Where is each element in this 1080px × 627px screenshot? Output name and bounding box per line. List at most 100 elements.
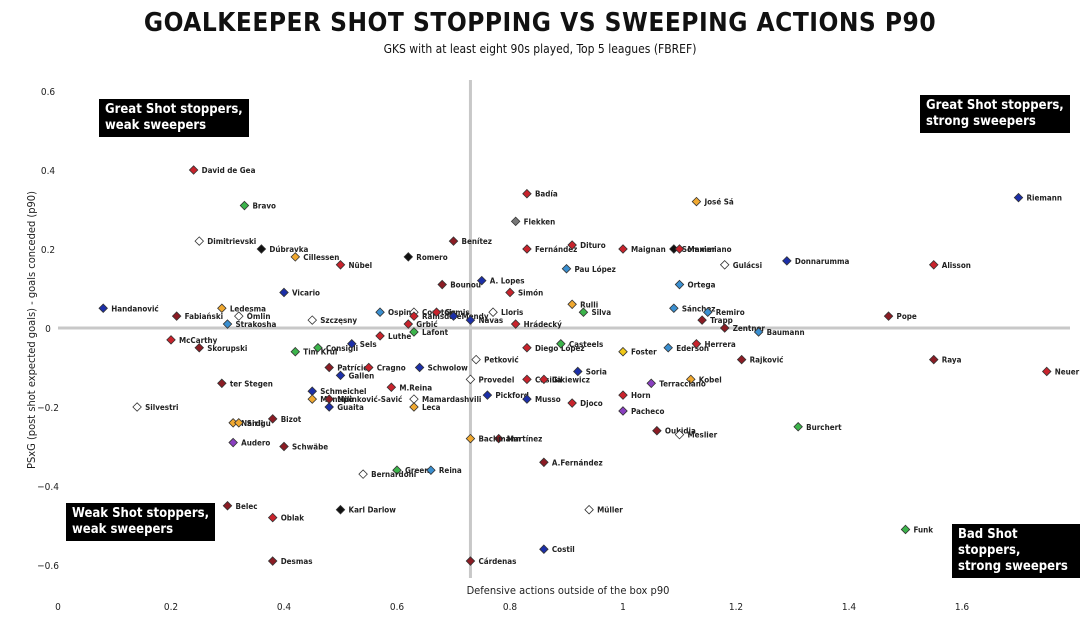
data-point-label: Lafont <box>422 328 449 337</box>
data-point-label: Cillessen <box>303 253 339 262</box>
data-point <box>188 165 199 175</box>
data-point-label: Fernández <box>535 245 577 254</box>
data-point-label: Schwolow <box>428 364 469 373</box>
chart-subtitle: GKS with at least eight 90s played, Top … <box>383 42 697 56</box>
data-point-label: Bounou <box>450 281 481 290</box>
data-point-label: Djoco <box>580 399 603 408</box>
data-point <box>217 378 227 389</box>
data-point <box>98 303 108 314</box>
data-point <box>217 303 227 314</box>
data-point <box>335 370 346 381</box>
data-point <box>171 311 182 321</box>
data-point <box>691 339 702 349</box>
data-point <box>222 319 233 329</box>
data-point <box>1013 192 1024 203</box>
data-point <box>674 429 685 440</box>
data-point-label: Maignan <box>631 245 666 254</box>
data-point <box>414 362 425 373</box>
data-point-label: Petković <box>484 355 519 365</box>
data-point-label: Gikiewicz <box>552 375 590 384</box>
data-point <box>618 244 628 254</box>
data-point <box>375 331 385 341</box>
data-point <box>618 406 628 416</box>
data-point-label: Bravo <box>252 202 276 211</box>
data-point-label: Müller <box>597 506 623 515</box>
data-point <box>476 275 487 286</box>
data-point-label: Leca <box>422 403 441 412</box>
quadrant-label-bottom-left: Weak Shot stoppers, weak sweepers <box>66 503 216 541</box>
data-point-label: Maximiano <box>688 245 732 254</box>
data-point <box>290 252 301 262</box>
data-point-label: Sels <box>360 340 377 349</box>
data-point-label: Sirigu <box>247 419 271 428</box>
x-tick-label: 0.2 <box>164 602 178 613</box>
data-point <box>928 354 939 365</box>
data-point <box>324 402 334 412</box>
data-point <box>132 402 142 412</box>
data-point-label: Dimitrievski <box>207 237 256 246</box>
data-point <box>471 354 481 365</box>
data-point <box>313 342 323 353</box>
data-point-label: McCarthy <box>179 336 218 345</box>
data-point-label: Szczęsny <box>320 316 357 325</box>
data-point <box>228 437 238 448</box>
data-point <box>522 394 532 404</box>
data-point-label: Oblak <box>281 514 305 523</box>
data-point <box>736 354 747 365</box>
y-axis-label: PSxG (post shot expected goals) - goals … <box>25 191 38 469</box>
data-point <box>437 279 447 290</box>
data-point-label: Kobel <box>699 375 722 384</box>
data-point-label: Donnarumma <box>795 257 850 266</box>
data-point <box>488 307 498 317</box>
data-point <box>465 315 476 325</box>
data-point-label: Nübel <box>349 261 373 270</box>
data-point <box>782 256 792 266</box>
data-point-label: Fabiański <box>185 312 223 321</box>
x-tick-label: 0.8 <box>503 602 518 613</box>
data-point <box>883 311 894 321</box>
x-tick-label: 0 <box>55 602 61 613</box>
data-point-label: Skorupski <box>207 344 247 353</box>
data-point <box>510 216 521 227</box>
data-point-label: Benítez <box>462 237 492 246</box>
data-point <box>584 504 594 515</box>
data-point <box>702 307 713 317</box>
data-point-label: Hrádecký <box>524 320 563 329</box>
data-point-label: Herrera <box>704 340 735 349</box>
data-point-label: Simón <box>518 287 543 297</box>
data-point <box>375 307 385 317</box>
data-point-label: Montipò <box>320 394 353 404</box>
data-point <box>431 307 442 317</box>
data-point <box>279 441 289 452</box>
data-point <box>539 457 549 468</box>
data-point-label: Alisson <box>942 261 971 270</box>
data-point <box>403 252 414 262</box>
y-tick-label: 0.2 <box>41 245 55 256</box>
data-point <box>510 319 521 329</box>
data-point <box>358 469 368 479</box>
data-point <box>663 342 673 353</box>
data-point <box>522 374 532 385</box>
data-point-label: Schwäbe <box>292 443 328 452</box>
data-point-label: Martínez <box>507 435 543 444</box>
data-point <box>279 287 289 298</box>
data-point <box>652 425 662 436</box>
data-point <box>493 433 504 444</box>
data-point-label: Funk <box>914 525 934 534</box>
data-point-label: Provedel <box>478 375 514 384</box>
data-point <box>1041 366 1052 377</box>
data-point-label: Bizot <box>281 415 302 424</box>
data-point <box>928 260 939 270</box>
data-point <box>674 244 685 254</box>
data-point <box>686 374 696 385</box>
data-point-label: Gulácsi <box>733 261 762 270</box>
x-axis-label: Defensive actions outside of the box p90 <box>467 584 670 597</box>
data-point-label: Zentner <box>733 324 766 333</box>
data-point <box>267 556 278 566</box>
data-point-label: Ederson <box>676 344 709 353</box>
data-point <box>522 188 532 199</box>
y-tick-label: 0.6 <box>41 87 56 98</box>
data-point-label: Dúbravka <box>269 245 308 254</box>
data-point-label: Pope <box>897 312 917 321</box>
data-point-label: Romero <box>416 253 447 262</box>
